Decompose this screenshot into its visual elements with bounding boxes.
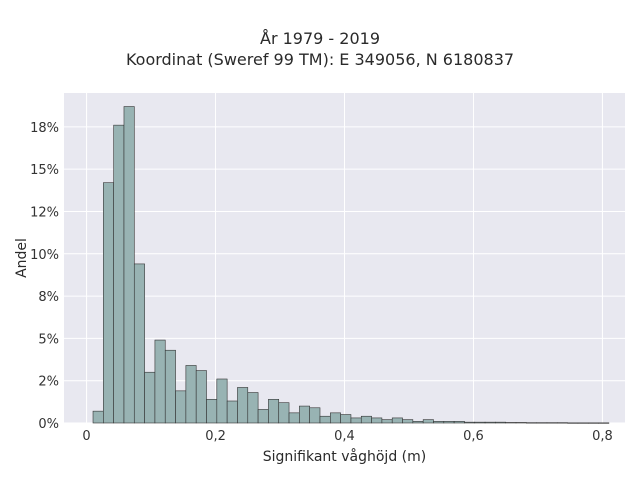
y-axis-ticks: 0% 2% 5% 8% 10% 12% 15% 18% <box>30 121 59 432</box>
histogram-bar <box>598 422 610 424</box>
histogram-bar <box>546 422 558 424</box>
histogram-bar <box>556 422 568 424</box>
histogram-bar <box>257 409 269 424</box>
chart-subtitle: Koordinat (Sweref 99 TM): E 349056, N 61… <box>125 50 515 69</box>
histogram-bar <box>402 419 414 424</box>
x-tick-label: 0,8 <box>592 429 613 444</box>
grid-lines <box>64 93 625 424</box>
histogram-bar <box>340 414 352 424</box>
y-axis-label: Andel <box>14 238 30 278</box>
histogram-bar <box>319 415 331 424</box>
histogram-bar <box>484 421 496 424</box>
y-tick-label: 0% <box>38 417 59 432</box>
histogram-bar <box>185 365 197 424</box>
y-tick-label: 8% <box>38 290 59 305</box>
histogram-bar <box>247 392 259 424</box>
histogram-bars <box>92 106 610 424</box>
histogram-bar <box>133 263 145 424</box>
histogram-bar <box>391 417 403 424</box>
histogram-bar <box>278 402 290 424</box>
histogram-bar <box>330 412 341 424</box>
y-tick-label: 10% <box>30 248 59 263</box>
histogram-bar <box>154 339 166 424</box>
x-tick-label: 0 <box>82 429 90 444</box>
histogram-bar <box>288 412 300 424</box>
histogram-bar <box>226 400 238 424</box>
histogram-bar <box>164 349 176 424</box>
histogram-bar <box>536 422 548 424</box>
histogram-bar <box>299 405 310 424</box>
histogram-bar <box>92 410 104 424</box>
histogram-bar <box>453 421 465 424</box>
chart-title: År 1979 - 2019 <box>260 29 380 48</box>
y-tick-label: 15% <box>30 163 59 178</box>
y-tick-label: 18% <box>30 121 59 136</box>
histogram-bar <box>206 399 218 424</box>
histogram-bar <box>464 421 476 424</box>
histogram-bar <box>567 422 579 424</box>
histogram-bar <box>474 421 486 424</box>
histogram-bar <box>350 417 362 424</box>
histogram-bar <box>144 371 156 424</box>
histogram-bar <box>412 421 424 424</box>
histogram-bar <box>515 422 527 424</box>
histogram-bar <box>577 422 589 424</box>
y-tick-label: 12% <box>30 205 59 220</box>
x-tick-label: 0,2 <box>205 429 226 444</box>
y-tick-label: 2% <box>38 375 59 390</box>
histogram-bar <box>371 417 383 424</box>
x-tick-label: 0,4 <box>334 429 355 444</box>
histogram-bar <box>587 422 599 424</box>
histogram-bar <box>103 182 114 424</box>
histogram-bar <box>309 407 321 424</box>
histogram-bar <box>422 419 434 424</box>
histogram-bar <box>175 390 187 424</box>
histogram-bar <box>433 421 445 424</box>
histogram-bar <box>113 124 125 424</box>
y-tick-label: 5% <box>38 332 59 347</box>
histogram-bar <box>268 399 280 424</box>
histogram-bar <box>123 106 135 424</box>
x-axis-label: Signifikant våghöjd (m) <box>263 448 426 465</box>
histogram-bar <box>195 370 207 424</box>
histogram-bar <box>505 422 517 424</box>
histogram-bar <box>381 419 393 424</box>
histogram-bar <box>526 422 537 424</box>
histogram-bar <box>495 421 507 424</box>
x-axis-ticks: 0 0,2 0,4 0,6 0,8 <box>82 429 612 444</box>
x-tick-label: 0,6 <box>463 429 484 444</box>
histogram-bar <box>360 415 372 424</box>
histogram-bar <box>443 421 455 424</box>
histogram-bar <box>216 378 228 424</box>
histogram-bar <box>237 387 249 424</box>
